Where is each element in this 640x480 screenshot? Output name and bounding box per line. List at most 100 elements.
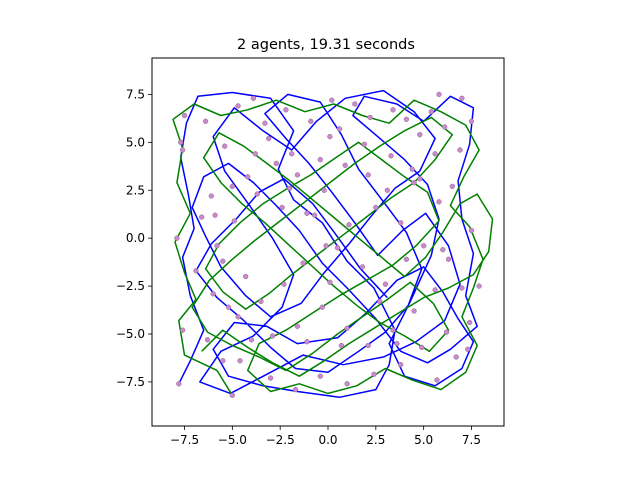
waypoint-marker [344, 381, 350, 387]
waypoint-marker [417, 176, 423, 182]
waypoint-marker [440, 247, 446, 253]
waypoint-marker [453, 354, 459, 360]
x-tick-label: 5.0 [414, 433, 433, 447]
waypoint-marker [377, 298, 383, 305]
waypoint-marker [220, 258, 226, 264]
waypoint-marker [317, 156, 323, 163]
waypoint-marker [468, 118, 475, 124]
waypoint-marker [292, 386, 299, 393]
waypoint-marker [304, 339, 310, 345]
waypoint-marker [382, 281, 389, 287]
waypoint-marker [319, 304, 325, 310]
waypoint-marker [245, 174, 251, 180]
waypoint-marker [436, 91, 442, 98]
waypoint-marker [419, 344, 425, 351]
series-line-1 [178, 89, 478, 399]
y-tick-label: −5.0 [116, 327, 145, 341]
waypoint-marker [443, 329, 450, 335]
waypoint-marker [243, 273, 249, 280]
waypoint-marker [235, 314, 241, 320]
waypoint-marker [327, 133, 333, 140]
y-tick-label: 2.5 [126, 183, 145, 197]
y-axis: −7.5 −5.0 −2.5 0.0 2.5 5.0 7.5 [116, 87, 152, 389]
waypoint-marker [311, 212, 318, 218]
waypoint-marker [459, 95, 465, 101]
waypoint-marker [468, 227, 475, 234]
waypoint-marker [321, 187, 327, 193]
x-axis: −7.5 −5.0 −2.5 0.0 2.5 5.0 7.5 [170, 426, 481, 447]
y-tick-label: 7.5 [126, 87, 145, 101]
waypoint-marker [229, 183, 235, 190]
waypoint-marker [258, 298, 264, 305]
series-line-2 [172, 99, 494, 396]
waypoint-marker [237, 358, 243, 364]
waypoint-marker [294, 323, 301, 329]
x-tick-label: 2.5 [366, 433, 385, 447]
waypoint-marker [359, 264, 366, 270]
plot-area [172, 89, 494, 399]
waypoint-marker [289, 151, 295, 157]
waypoint-marker [304, 210, 310, 216]
waypoint-marker [436, 199, 442, 205]
waypoint-marker [449, 183, 455, 190]
waypoint-marker [222, 143, 228, 149]
y-tick-label: −7.5 [116, 375, 145, 389]
waypoint-marker [409, 166, 415, 172]
waypoint-marker [208, 193, 214, 199]
waypoint-marker [390, 327, 396, 333]
waypoint-marker [193, 268, 199, 274]
waypoint-marker [212, 212, 218, 218]
waypoint-marker [199, 214, 205, 220]
waypoint-marker [459, 285, 465, 291]
waypoint-marker [269, 333, 276, 339]
waypoint-marker [334, 245, 341, 251]
waypoint-marker [279, 204, 285, 211]
waypoint-marker [432, 151, 438, 157]
waypoint-marker [338, 342, 345, 349]
waypoint-marker [329, 97, 335, 103]
waypoint-marker [388, 153, 394, 159]
waypoint-marker [181, 112, 188, 119]
waypoint-marker [361, 141, 367, 147]
waypoint-marker [421, 243, 427, 249]
waypoint-marker [281, 281, 287, 287]
waypoint-marker [204, 337, 211, 343]
waypoint-marker [373, 204, 379, 211]
waypoint-marker [445, 256, 452, 262]
waypoint-marker [403, 116, 410, 122]
waypoint-marker [411, 308, 417, 314]
y-tick-label: 5.0 [126, 135, 145, 149]
waypoint-marker [390, 107, 396, 113]
waypoint-marker [466, 319, 473, 326]
waypoint-marker [214, 243, 220, 249]
waypoint-marker [352, 101, 358, 107]
waypoint-marker [178, 139, 184, 145]
waypoint-marker [229, 392, 235, 398]
waypoint-marker [210, 291, 216, 297]
waypoint-marker [231, 218, 237, 224]
waypoint-marker [225, 304, 232, 310]
waypoint-marker [248, 337, 255, 343]
waypoint-marker [346, 222, 352, 228]
waypoint-marker [365, 342, 371, 349]
y-tick-label: −2.5 [116, 279, 145, 293]
waypoint-marker [367, 114, 373, 121]
waypoint-marker [179, 327, 186, 333]
waypoint-marker [267, 375, 274, 381]
waypoint-marker [442, 124, 448, 130]
waypoint-marker [317, 373, 323, 379]
waypoint-marker [434, 377, 440, 383]
waypoint-marker [417, 132, 423, 138]
waypoint-marker [428, 109, 434, 115]
waypoint-marker [287, 185, 293, 191]
waypoint-marker [176, 381, 182, 387]
y-tick-label: 0.0 [126, 231, 145, 245]
x-tick-label: 0.0 [318, 433, 337, 447]
series-layer [172, 89, 494, 399]
waypoint-marker [273, 160, 279, 167]
chart-title: 2 agents, 19.31 seconds [237, 37, 415, 53]
waypoint-marker [327, 279, 333, 285]
waypoint-marker [174, 235, 180, 241]
waypoint-marker [384, 187, 390, 193]
